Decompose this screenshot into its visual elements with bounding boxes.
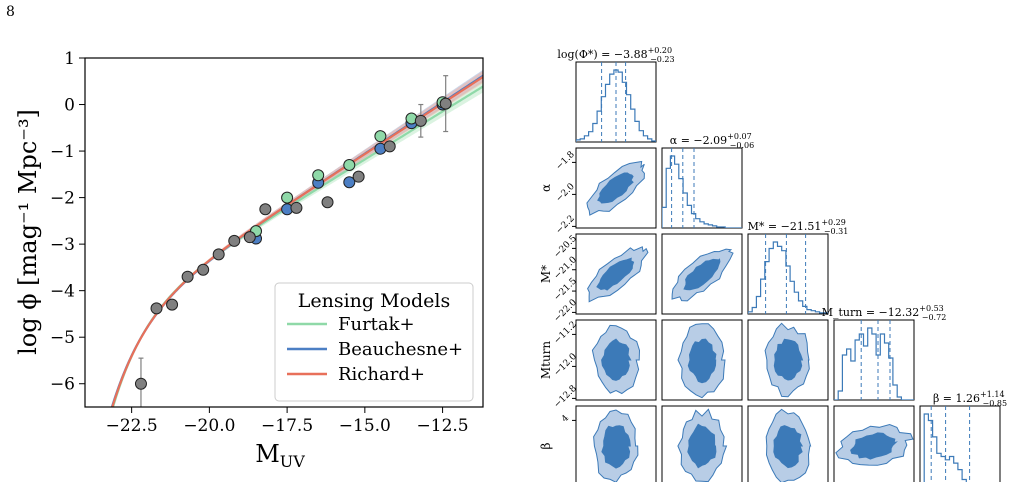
corner-hist-frame bbox=[661, 147, 743, 229]
page-number: 8 bbox=[6, 4, 15, 20]
corner-y-axis-label: β bbox=[539, 442, 553, 449]
corner-y-tick-label: −11.2 bbox=[552, 320, 579, 347]
corner-2d-frame bbox=[661, 233, 743, 315]
corner-contour-inner bbox=[773, 425, 804, 469]
lf-x-tick-label: −17.5 bbox=[261, 416, 313, 436]
corner-param-title: β = 1.26+1.14 −0.85 bbox=[933, 390, 1007, 408]
lf-plot-frame bbox=[84, 57, 484, 408]
lf-legend-label: Beauchesne+ bbox=[338, 339, 463, 360]
corner-contour-inner bbox=[773, 338, 804, 381]
corner-2d-frame bbox=[575, 147, 657, 229]
lf-point-gray bbox=[321, 196, 334, 209]
lf-x-tick-label: −12.5 bbox=[417, 416, 469, 436]
lf-point-gray bbox=[212, 248, 225, 261]
corner-y-tick-label: −20.5 bbox=[552, 234, 579, 261]
corner-y-tick-label: −12.0 bbox=[552, 352, 579, 379]
corner-hist-frame bbox=[833, 319, 915, 401]
lf-point-gray bbox=[352, 170, 365, 183]
corner-contour-inner bbox=[683, 258, 721, 291]
lf-point-gray bbox=[228, 234, 241, 247]
lf-x-axis-label: MUV bbox=[255, 440, 305, 471]
corner-param-title: M* = −21.51+0.29 −0.31 bbox=[748, 218, 849, 236]
corner-hist-frame bbox=[575, 61, 657, 143]
lf-point-gray bbox=[197, 263, 210, 276]
lf-x-tick-label: −22.5 bbox=[106, 416, 158, 436]
corner-2d-frame bbox=[575, 319, 657, 401]
corner-param-title: α = −2.09+0.07 −0.06 bbox=[670, 132, 754, 150]
lf-legend: Lensing Models Furtak+ Beauchesne+ Richard… bbox=[274, 282, 474, 402]
lf-point-gray bbox=[181, 270, 194, 283]
lf-x-tick-label: −20.0 bbox=[183, 416, 235, 436]
corner-contour-inner bbox=[687, 338, 717, 384]
lf-legend-label: Richard+ bbox=[338, 364, 425, 385]
lf-point-gray bbox=[134, 377, 147, 390]
corner-hist-frame bbox=[919, 405, 1001, 482]
corner-y-tick-label: −22.0 bbox=[552, 298, 579, 325]
corner-contour-inner bbox=[597, 172, 634, 204]
corner-y-tick-label: −2.0 bbox=[554, 182, 577, 205]
corner-contour-inner bbox=[596, 257, 635, 291]
lf-legend-title: Lensing Models bbox=[298, 290, 451, 312]
lf-legend-label: Furtak+ bbox=[338, 314, 415, 335]
lf-x-tick-label: −15.0 bbox=[339, 416, 391, 436]
lf-point-green bbox=[312, 169, 325, 182]
corner-y-tick-label: −21.0 bbox=[552, 255, 579, 282]
lf-y-tick-label: 1 bbox=[64, 49, 75, 69]
corner-y-tick-label: 4 bbox=[560, 413, 571, 424]
corner-param-title: log(Φ*) = −3.88+0.20 −0.23 bbox=[557, 46, 674, 64]
lf-point-gray bbox=[290, 201, 303, 214]
lf-y-tick-label: 0 bbox=[64, 96, 75, 116]
corner-y-axis-label: M* bbox=[539, 265, 553, 283]
corner-histogram bbox=[748, 241, 828, 314]
lf-point-gray bbox=[414, 114, 427, 127]
lf-point-gray bbox=[150, 302, 163, 315]
corner-2d-frame bbox=[747, 319, 829, 401]
lf-point-green bbox=[281, 191, 294, 204]
corner-contour-inner bbox=[601, 338, 632, 381]
lf-point-blue bbox=[343, 176, 356, 189]
corner-y-axis-label: Mturn bbox=[539, 341, 553, 380]
corner-2d-frame bbox=[575, 405, 657, 482]
corner-2d-frame bbox=[833, 405, 915, 482]
corner-hist-frame bbox=[747, 233, 829, 315]
lf-point-gray bbox=[259, 203, 272, 216]
lf-point-gray bbox=[243, 231, 256, 244]
lf-y-tick-label: −3 bbox=[50, 235, 75, 255]
lf-y-tick-label: −4 bbox=[50, 282, 75, 302]
corner-y-tick-label: −1.8 bbox=[554, 150, 577, 173]
lf-y-tick-label: −5 bbox=[50, 328, 75, 348]
lf-point-gray bbox=[439, 97, 452, 110]
corner-param-title: M_turn = −12.32+0.53 −0.72 bbox=[822, 304, 947, 322]
corner-y-tick-label: −12.8 bbox=[552, 384, 579, 411]
corner-y-axis-label: α bbox=[539, 184, 553, 192]
corner-y-tick-label: −2.2 bbox=[554, 214, 577, 237]
corner-contour-inner bbox=[687, 423, 717, 469]
lf-y-axis-label: log ϕ [mag⁻¹ Mpc⁻³] bbox=[14, 109, 42, 355]
corner-histogram bbox=[923, 413, 967, 482]
lf-point-green bbox=[374, 130, 387, 143]
corner-contour-inner bbox=[850, 432, 898, 460]
lf-point-green bbox=[343, 159, 356, 172]
corner-y-tick-label: −21.5 bbox=[552, 276, 579, 303]
corner-2d-frame bbox=[661, 319, 743, 401]
corner-2d-frame bbox=[747, 405, 829, 482]
corner-histogram bbox=[662, 155, 742, 228]
corner-2d-frame bbox=[575, 233, 657, 315]
corner-contour-inner bbox=[601, 425, 631, 469]
corner-histogram bbox=[834, 327, 914, 400]
lf-y-tick-label: −1 bbox=[50, 142, 75, 162]
lf-y-tick-label: −6 bbox=[50, 375, 75, 395]
lf-point-gray bbox=[383, 140, 396, 153]
corner-2d-frame bbox=[661, 405, 743, 482]
lf-point-gray bbox=[166, 298, 179, 311]
lf-y-tick-label: −2 bbox=[50, 189, 75, 209]
